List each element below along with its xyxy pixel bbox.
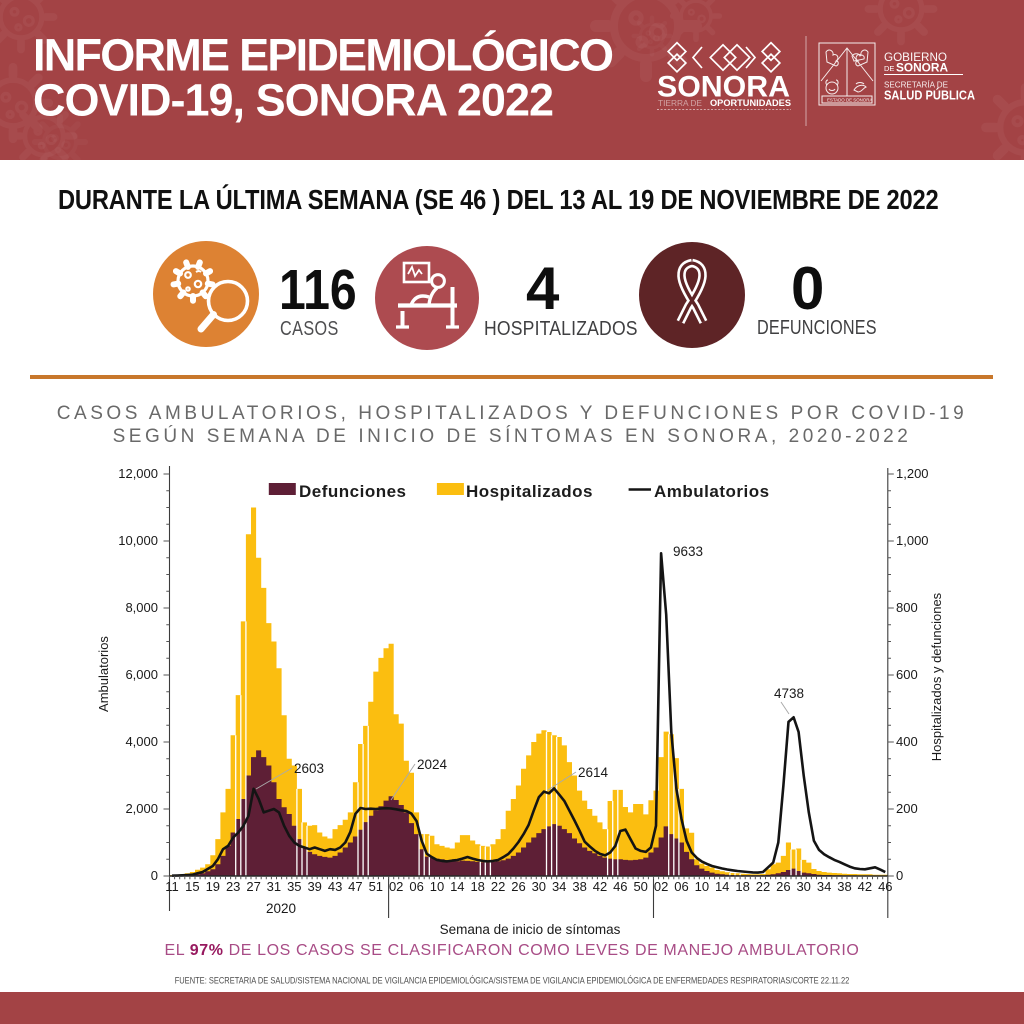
svg-text:Hospitalizados y defunciones: Hospitalizados y defunciones (929, 592, 944, 761)
svg-text:4,000: 4,000 (125, 734, 158, 749)
svg-text:51: 51 (369, 879, 383, 894)
svg-text:22: 22 (491, 879, 505, 894)
svg-text:30: 30 (532, 879, 546, 894)
svg-text:50: 50 (633, 879, 647, 894)
svg-text:400: 400 (896, 734, 918, 749)
svg-text:47: 47 (348, 879, 362, 894)
svg-text:1,000: 1,000 (896, 533, 929, 548)
svg-text:0: 0 (896, 868, 903, 883)
svg-text:Hospitalizados: Hospitalizados (466, 482, 593, 501)
svg-text:6,000: 6,000 (125, 667, 158, 682)
svg-text:10: 10 (430, 879, 444, 894)
svg-text:2024: 2024 (417, 757, 448, 772)
svg-text:22: 22 (756, 879, 770, 894)
svg-text:2,000: 2,000 (125, 801, 158, 816)
svg-text:31: 31 (267, 879, 281, 894)
svg-text:600: 600 (896, 667, 918, 682)
svg-text:DE: DE (884, 64, 894, 73)
svg-text:02: 02 (654, 879, 668, 894)
svg-text:2020: 2020 (266, 901, 296, 916)
svg-text:19: 19 (206, 879, 220, 894)
svg-text:10,000: 10,000 (118, 533, 158, 548)
svg-text:46: 46 (878, 879, 892, 894)
svg-text:11: 11 (165, 879, 179, 894)
svg-text:INFORME EPIDEMIOLÓGICO: INFORME EPIDEMIOLÓGICO (33, 30, 614, 81)
svg-text:9633: 9633 (673, 544, 703, 559)
svg-text:42: 42 (858, 879, 872, 894)
svg-text:42: 42 (593, 879, 607, 894)
svg-text:18: 18 (470, 879, 484, 894)
svg-text:2603: 2603 (294, 761, 324, 776)
svg-text:14: 14 (715, 879, 729, 894)
svg-text:34: 34 (552, 879, 566, 894)
svg-text:06: 06 (409, 879, 423, 894)
svg-text:200: 200 (896, 801, 918, 816)
svg-text:34: 34 (817, 879, 831, 894)
svg-text:14: 14 (450, 879, 464, 894)
svg-text:OPORTUNIDADES: OPORTUNIDADES (710, 98, 791, 108)
svg-text:Ambulatorios: Ambulatorios (654, 482, 770, 501)
svg-text:23: 23 (226, 879, 240, 894)
svg-text:39: 39 (307, 879, 321, 894)
svg-text:26: 26 (776, 879, 790, 894)
svg-text:Defunciones: Defunciones (299, 482, 407, 501)
svg-text:18: 18 (735, 879, 749, 894)
svg-text:26: 26 (511, 879, 525, 894)
svg-text:15: 15 (185, 879, 199, 894)
svg-text:38: 38 (837, 879, 851, 894)
svg-text:38: 38 (572, 879, 586, 894)
svg-text:02: 02 (389, 879, 403, 894)
svg-text:43: 43 (328, 879, 342, 894)
svg-text:35: 35 (287, 879, 301, 894)
svg-text:Semana de inicio de síntomas: Semana de inicio de síntomas (440, 922, 621, 937)
svg-text:2614: 2614 (578, 765, 609, 780)
svg-text:8,000: 8,000 (125, 600, 158, 615)
svg-text:ESTADO DE SONORA: ESTADO DE SONORA (827, 98, 872, 103)
svg-text:12,000: 12,000 (118, 466, 158, 481)
svg-text:10: 10 (695, 879, 709, 894)
svg-text:COVID-19, SONORA 2022: COVID-19, SONORA 2022 (33, 75, 554, 126)
svg-text:27: 27 (246, 879, 260, 894)
svg-text:SALUD PÚBLICA: SALUD PÚBLICA (884, 88, 975, 103)
svg-text:SONORA: SONORA (896, 61, 948, 75)
svg-text:30: 30 (796, 879, 810, 894)
svg-text:SECRETARÍA DE: SECRETARÍA DE (884, 81, 948, 90)
svg-text:46: 46 (613, 879, 627, 894)
svg-text:800: 800 (896, 600, 918, 615)
svg-text:GOBIERNO: GOBIERNO (884, 52, 947, 64)
svg-text:0: 0 (151, 868, 158, 883)
svg-text:TIERRA DE: TIERRA DE (658, 98, 702, 108)
svg-text:Ambulatorios: Ambulatorios (96, 636, 111, 712)
svg-text:SONORA: SONORA (657, 71, 790, 104)
svg-text:1,200: 1,200 (896, 466, 929, 481)
svg-text:4738: 4738 (774, 686, 804, 701)
svg-text:06: 06 (674, 879, 688, 894)
